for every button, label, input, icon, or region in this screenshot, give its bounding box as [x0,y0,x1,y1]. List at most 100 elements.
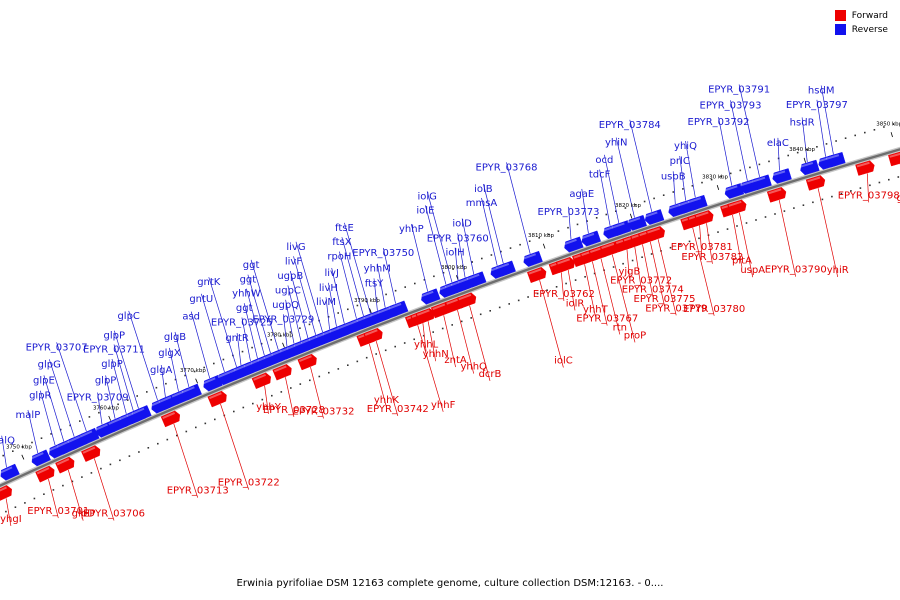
axis-dot [62,484,64,487]
leader-line [282,314,288,347]
axis-tick-label: 3830 kbp [702,174,728,180]
gene-label-epyr_03782: EPYR_03782 [681,252,743,263]
leader-line [581,188,589,234]
gene-label-ugpc: ugpC [275,285,301,296]
axis-dot [98,411,100,414]
forward-gene [766,187,787,203]
axis-dot [176,434,178,437]
gene-label-iolg: iolG [417,191,436,202]
reverse-label: Reverse [851,24,888,35]
gene-label-gntu: gntU [189,294,213,305]
axis-dot [290,387,292,389]
gene-label-glpp: glpP [95,375,117,386]
reverse-gene [611,220,632,236]
gene-label-prlc: prlC [670,156,690,167]
gene-label-epyr_03775: EPYR_03775 [634,294,696,305]
gene-label-ggt: ggt [236,303,253,314]
axis-dot [574,279,577,281]
axis-dot [892,123,895,125]
gene-label-yhhw: yhhW [232,289,261,300]
leader-line [111,358,127,414]
gene-label-epyr_03798: EPYR_03798 [838,190,900,201]
axis-dot [888,178,890,181]
gene-label-epyr_03791: EPYR_03791 [708,85,770,96]
gene-label-ugpq: ugpQ [272,300,299,311]
leader-line [285,377,295,417]
gene-label-epyr_03728: EPYR_03728 [263,405,325,416]
axis-tick [282,342,285,348]
axis-dot [787,154,789,157]
gene-label-epyr_03774: EPYR_03774 [622,285,684,296]
leader-line [375,341,399,416]
axis-dot [24,502,26,504]
axis-dot [555,286,558,288]
axis-dot [126,399,129,401]
gene-label-yhhl: yhhL [414,340,439,351]
forward-gene [297,353,317,371]
reverse-gene [496,260,516,277]
leader-line [604,154,620,223]
forward-genes [0,151,900,502]
axis-dot [270,339,272,341]
gene-label-glpp: glpP [104,331,126,342]
gene-label-livg: livG [286,242,305,253]
leader-line [373,278,378,311]
gene-label-epyr_03792: EPYR_03792 [688,117,750,128]
axis-dot [669,246,672,249]
leader-line [777,137,780,171]
axis-dot [184,374,186,377]
axis-dot [821,198,824,201]
axis-tick-labels: 3750 kbp 3760 kbp 3770 kbp 3780 kbp 3790 kbp… [6,122,900,451]
gene-label-epyr_03780: EPYR_03780 [683,304,745,315]
gene-label-ocd: ocd [595,155,613,166]
gene-label-gntr: gntR [225,333,249,344]
gene-label-yhhm: yhhM [364,264,391,275]
forward-gene [251,372,271,389]
leader-line [422,323,427,352]
axis-dot [233,410,235,413]
leader-line [778,200,797,277]
axis-dot [31,441,33,444]
gene-label-ggt: ggt [240,275,257,286]
reverse-gene [800,159,820,176]
leader-line [48,359,75,437]
axis-dot [193,370,196,373]
axis-dot [88,416,91,418]
leader-line [376,263,386,308]
axis-dot [174,378,177,381]
leader-line [417,325,444,412]
leader-line [426,191,453,283]
gene-label-asd: asd [182,312,200,323]
gene-label-epyr_03706: EPYR_03706 [83,509,145,520]
forward-gene [0,485,12,502]
leader-line [634,246,642,288]
leader-line [339,251,357,319]
axis-tick-label: 3770 kbp [180,368,206,374]
axis-dot [546,289,548,291]
leader-line [208,277,237,368]
axis-dot [337,368,340,370]
axis-dot [147,447,150,449]
forward-gene [160,410,180,428]
forward-gene [555,256,575,273]
axis-dot [79,420,81,422]
forward-gene [363,327,383,345]
axis-dot [81,476,83,478]
leader-line [817,188,839,277]
gene-label-elac: elaC [767,138,789,149]
axis-dot [337,312,339,314]
axis-dot [490,254,493,256]
axis-dot [701,181,703,184]
leader-line [706,223,713,264]
forward-label: Forward [851,10,888,21]
leader-line [626,249,630,279]
leader-line [443,315,456,368]
axis-dot [195,426,197,429]
axis-dot [595,217,598,219]
axis-dot [726,228,729,230]
axis-dot [774,213,776,215]
leader-line [48,478,59,519]
forward-gene [527,267,547,283]
axis-dot [783,210,786,212]
leader-line [599,169,611,226]
